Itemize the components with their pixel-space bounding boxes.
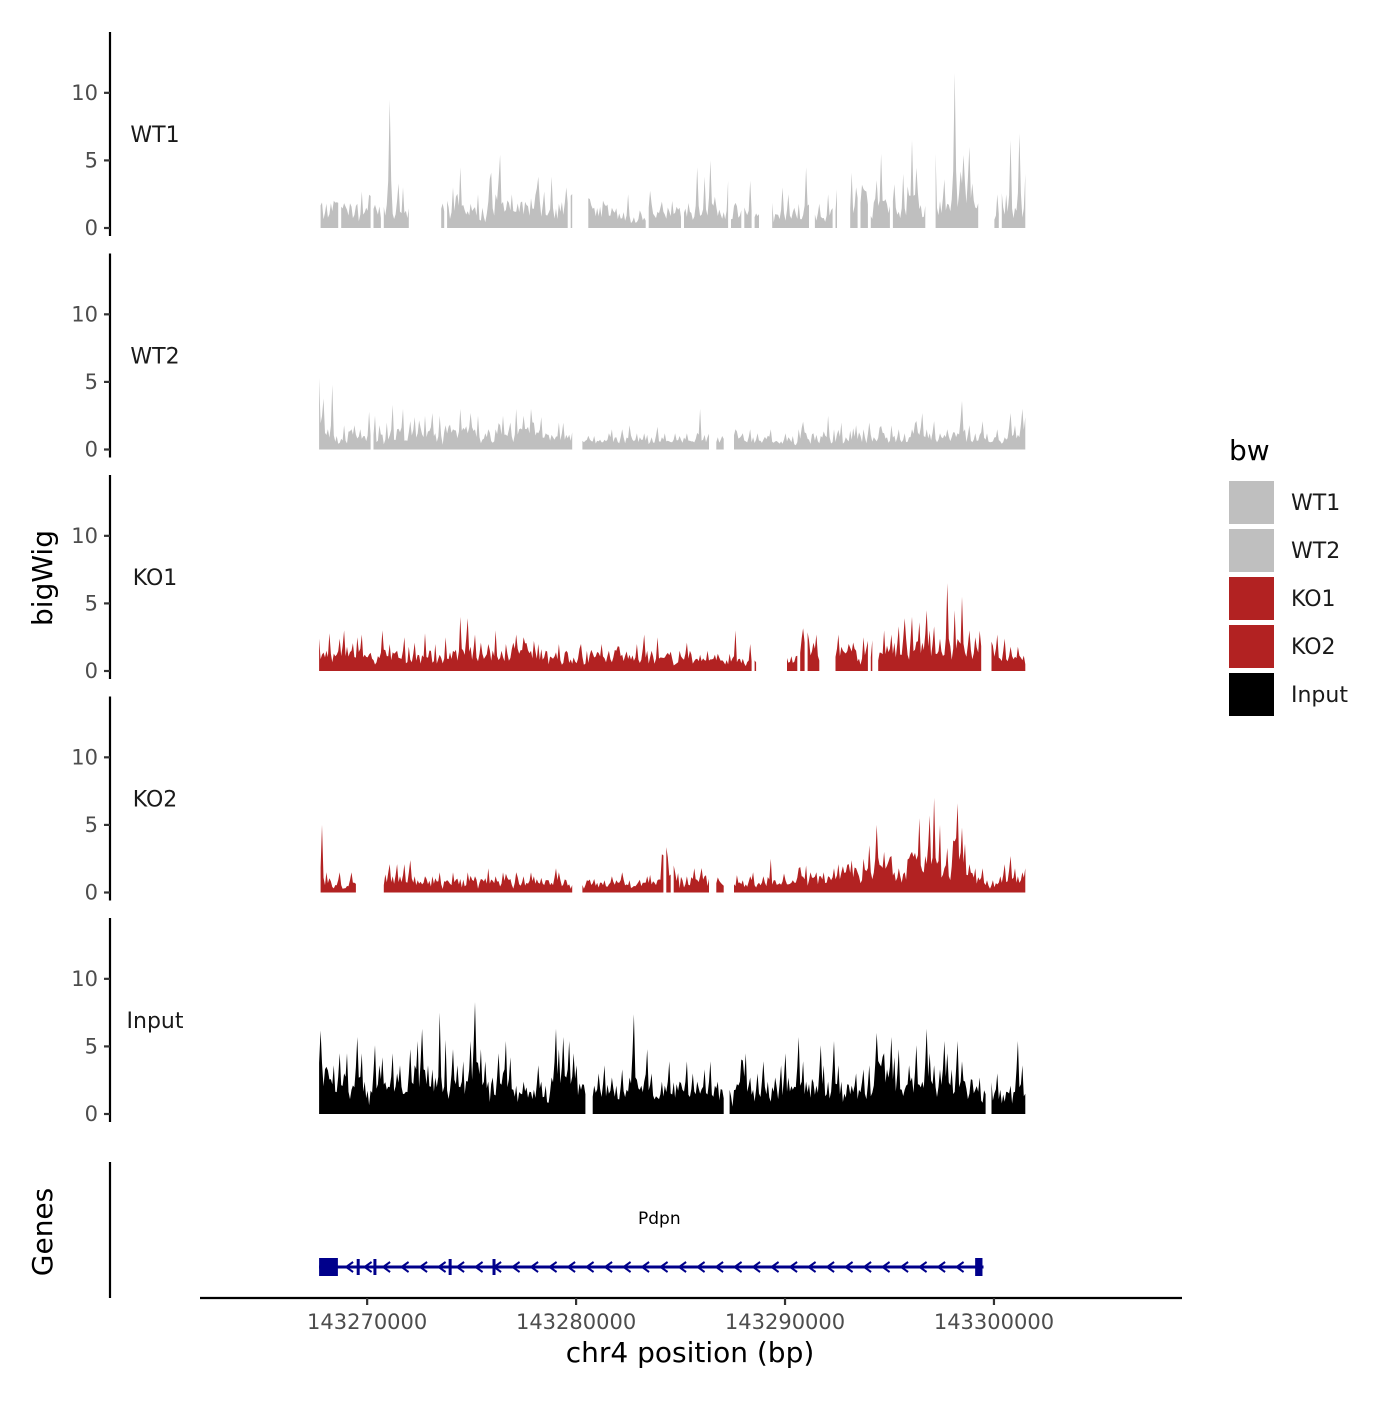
- track-input: 0 5 10 Input: [71, 918, 1026, 1126]
- y-tick-label: 0: [85, 881, 98, 905]
- legend: bw WT1 WT2 KO1 KO2 Input: [1229, 434, 1348, 716]
- y-tick-label: 10: [71, 81, 98, 105]
- legend-swatch-wt1: [1229, 481, 1274, 524]
- y-axis-title: bigWig: [26, 530, 59, 626]
- y-tick-label: 10: [71, 745, 98, 769]
- track-label-wt2: WT2: [130, 345, 179, 370]
- legend-label-input: Input: [1291, 683, 1348, 708]
- y-tick-label: 0: [85, 1102, 98, 1126]
- y-tick-label: 5: [85, 1034, 98, 1058]
- strand-arrow: [455, 1261, 465, 1273]
- y-tick-label: 10: [71, 302, 98, 326]
- strand-arrow: [603, 1261, 613, 1273]
- y-tick-label: 5: [85, 813, 98, 837]
- x-axis: 143270000 143280000 143290000 143300000: [200, 1296, 1182, 1334]
- legend-label-ko1: KO1: [1291, 587, 1336, 612]
- strand-arrow: [917, 1261, 928, 1273]
- y-tick-label: 10: [71, 967, 98, 991]
- strand-arrow: [843, 1261, 854, 1273]
- x-tick-label: 143280000: [516, 1310, 636, 1334]
- strand-arrow: [862, 1261, 872, 1273]
- strand-arrow: [677, 1261, 687, 1273]
- y-tick-label: 5: [85, 370, 98, 394]
- strand-arrow: [695, 1261, 706, 1273]
- legend-swatch-input: [1229, 673, 1274, 716]
- x-axis-title: chr4 position (bp): [566, 1336, 815, 1369]
- strand-arrow: [547, 1261, 558, 1273]
- strand-arrow: [751, 1261, 761, 1273]
- y-tick-label: 0: [85, 438, 98, 462]
- legend-label-wt2: WT2: [1291, 539, 1340, 564]
- track-ko2: 0 5 10 KO2: [71, 696, 1026, 905]
- strand-arrow: [566, 1261, 576, 1273]
- x-tick-label: 143270000: [307, 1310, 427, 1334]
- track-wt2: 0 5 10 WT2: [71, 253, 1026, 462]
- track-label-ko1: KO1: [133, 566, 178, 591]
- legend-title: bw: [1229, 434, 1270, 467]
- strand-arrow: [880, 1261, 891, 1273]
- y-tick-label: 0: [85, 659, 98, 683]
- strand-arrow: [473, 1261, 484, 1273]
- coverage-tracks: 0 5 10 WT1 0 5 10 WT2 0 5 10 KO1 0 5 10 KO2 0 5 10 Input: [71, 32, 1026, 1126]
- gene-track: Pdpn: [108, 1162, 984, 1298]
- legend-swatch-wt2: [1229, 529, 1274, 572]
- legend-swatch-ko1: [1229, 577, 1274, 620]
- strand-arrow: [954, 1261, 965, 1273]
- x-tick-label: 143300000: [934, 1310, 1054, 1334]
- strand-arrow: [584, 1261, 595, 1273]
- gene-exon: [373, 1259, 377, 1275]
- strand-arrow: [769, 1261, 780, 1273]
- x-tick-label: 143290000: [725, 1310, 845, 1334]
- strand-arrow: [732, 1261, 743, 1273]
- strand-arrow: [510, 1261, 521, 1273]
- coverage-area-input: [319, 1002, 1026, 1114]
- legend-label-ko2: KO2: [1291, 635, 1336, 660]
- legend-swatch-ko2: [1229, 625, 1274, 668]
- coverage-area-wt2: [319, 377, 1026, 450]
- strand-arrow: [825, 1261, 835, 1273]
- strand-arrow: [899, 1261, 909, 1273]
- y-tick-label: 10: [71, 524, 98, 548]
- strand-arrow: [529, 1261, 539, 1273]
- strand-arrow: [399, 1261, 410, 1273]
- y-tick-label: 0: [85, 216, 98, 240]
- gene-exon: [319, 1258, 338, 1276]
- coverage-area-ko1: [319, 583, 1026, 671]
- coverage-area-ko2: [320, 797, 1026, 893]
- strand-arrow: [362, 1261, 373, 1273]
- strand-arrow: [806, 1261, 817, 1273]
- track-label-ko2: KO2: [133, 788, 178, 813]
- genes-track-title: Genes: [26, 1188, 59, 1276]
- strand-arrow: [381, 1261, 391, 1273]
- gene-exon: [448, 1259, 452, 1275]
- strand-arrow: [788, 1261, 798, 1273]
- strand-arrow: [621, 1261, 632, 1273]
- strand-arrow: [344, 1261, 354, 1273]
- strand-arrow: [436, 1261, 447, 1273]
- track-label-input: Input: [127, 1009, 184, 1034]
- gene-exon: [975, 1258, 983, 1276]
- strand-arrow: [714, 1261, 724, 1273]
- gene-name-label: Pdpn: [638, 1209, 681, 1229]
- strand-arrow: [418, 1261, 428, 1273]
- strand-arrow: [936, 1261, 946, 1273]
- y-tick-label: 5: [85, 148, 98, 172]
- track-ko1: 0 5 10 KO1: [71, 475, 1026, 683]
- strand-arrow: [640, 1261, 650, 1273]
- y-tick-label: 5: [85, 591, 98, 615]
- gene-exon: [356, 1259, 360, 1275]
- track-wt1: 0 5 10 WT1: [71, 32, 1026, 240]
- track-label-wt1: WT1: [130, 123, 179, 148]
- coverage-area-wt1: [320, 72, 1026, 228]
- legend-label-wt1: WT1: [1291, 491, 1340, 516]
- strand-arrow: [658, 1261, 669, 1273]
- gene-exon: [492, 1259, 496, 1275]
